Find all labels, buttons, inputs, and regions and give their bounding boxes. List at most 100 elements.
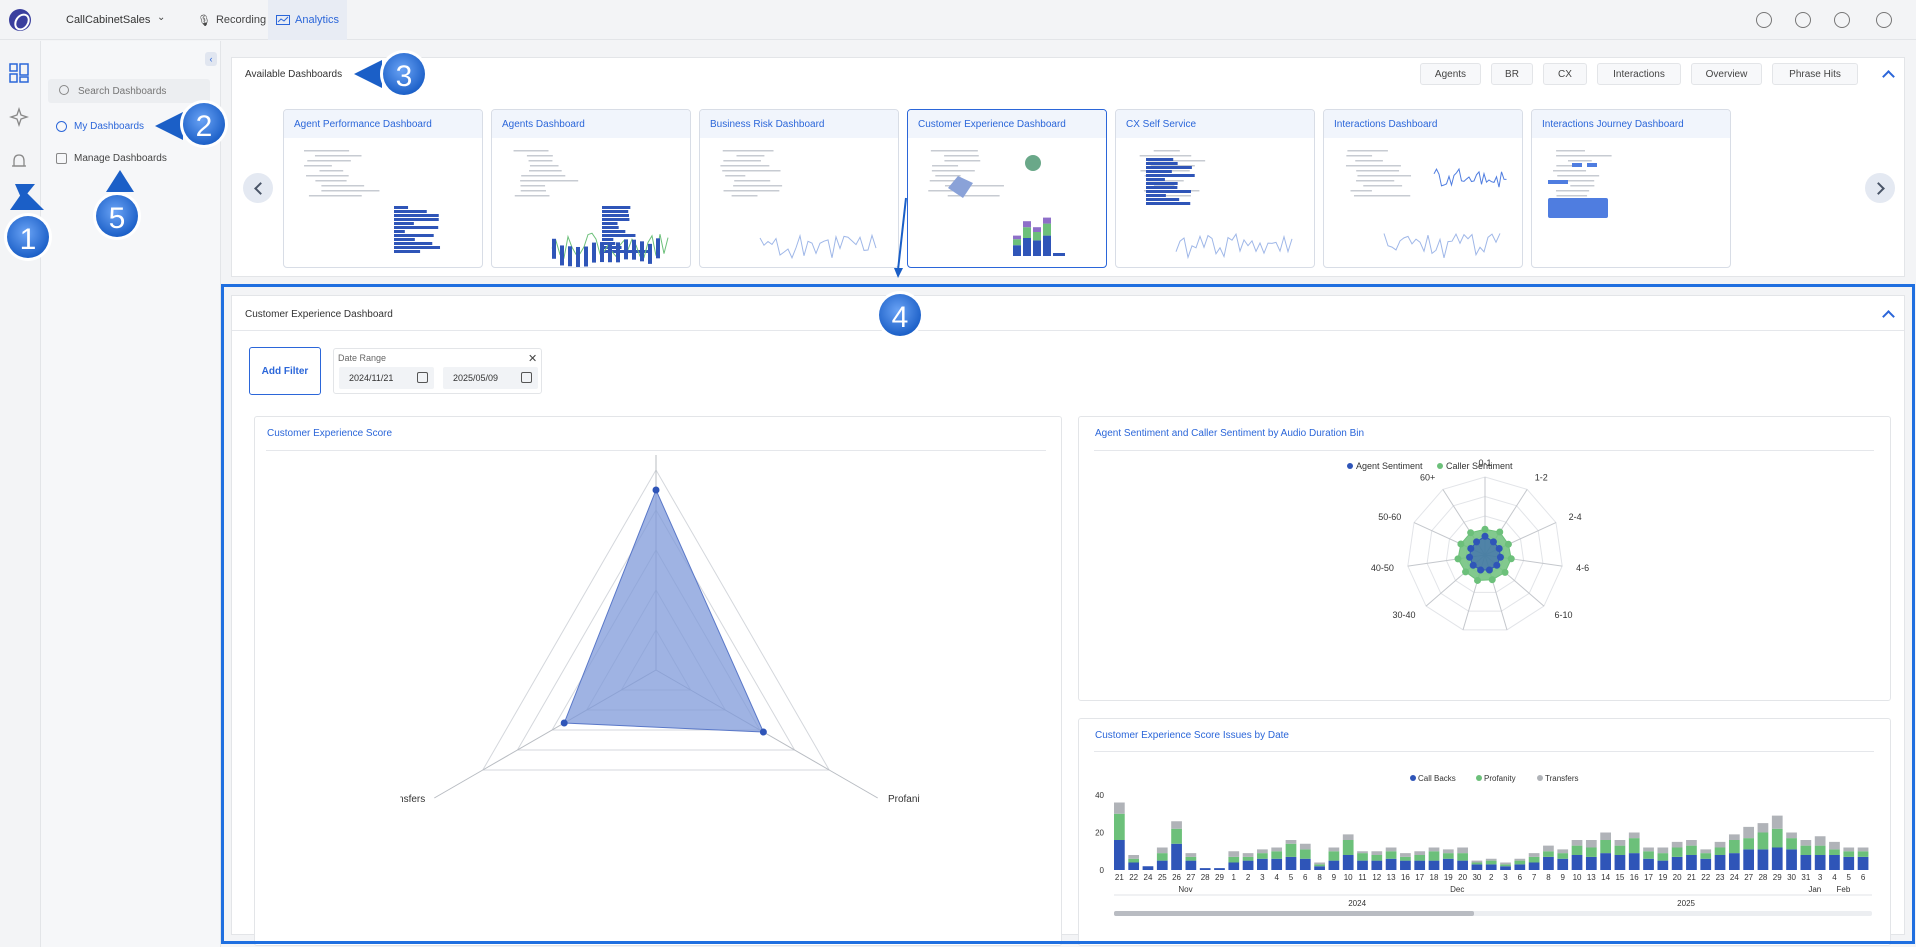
dashboard-card[interactable]: Business Risk Dashboard: [699, 109, 899, 268]
sidebar-item-my-dashboards[interactable]: My Dashboards: [56, 121, 144, 132]
bar-segment: [1285, 840, 1297, 844]
dashboard-thumbnail: [1139, 150, 1293, 260]
bar-segment: [1686, 845, 1697, 855]
calendar-icon[interactable]: [417, 372, 428, 383]
bar-segment: [1671, 856, 1683, 870]
bell-icon[interactable]: [9, 152, 29, 172]
bar-segment: [1271, 851, 1283, 859]
radar-point: [1496, 528, 1504, 536]
x-tick-label: 7: [1532, 873, 1537, 882]
x-tick-label: 24: [1144, 873, 1153, 882]
bar-segment: [1800, 845, 1812, 855]
remove-filter-icon[interactable]: ✕: [528, 353, 538, 365]
bar-segment: [1128, 858, 1140, 863]
bar-segment: [1728, 853, 1740, 870]
filter-chip-phrase-hits[interactable]: Phrase Hits: [1772, 63, 1858, 85]
add-filter-button[interactable]: Add Filter: [249, 347, 321, 395]
dashboard-thumbnail: [1548, 150, 1612, 218]
bar-segment: [1728, 834, 1740, 840]
legend-marker: [1537, 775, 1543, 781]
bar-segment: [1814, 855, 1826, 870]
bar-segment: [1585, 840, 1597, 848]
bar-segment: [1128, 855, 1140, 859]
dashboard-card-title: CX Self Service: [1116, 110, 1314, 138]
search-dashboards-box[interactable]: [48, 79, 210, 103]
search-icon: [59, 85, 69, 95]
dashboard-icon[interactable]: [9, 63, 29, 83]
bar-segment: [1743, 838, 1755, 850]
sidebar-item-manage-dashboards[interactable]: Manage Dashboards: [56, 153, 167, 164]
bar-segment: [1328, 851, 1340, 861]
bar-segment: [1385, 851, 1397, 859]
headset-icon[interactable]: [1834, 12, 1850, 28]
year-label: 2024: [1348, 899, 1366, 908]
x-tick-label: 8: [1317, 873, 1322, 882]
dashboard-card[interactable]: Interactions Dashboard: [1323, 109, 1523, 268]
date-to-field[interactable]: 2025/05/09: [443, 367, 538, 389]
dashboard-card-title: Agent Performance Dashboard: [284, 110, 482, 138]
bar-segment: [1471, 862, 1483, 865]
collapse-sidebar-button[interactable]: ‹: [205, 52, 217, 66]
dashboard-card[interactable]: Customer Experience Dashboard: [907, 109, 1107, 268]
bar-segment: [1757, 823, 1769, 833]
x-tick-label: 27: [1744, 873, 1753, 882]
divider: [232, 330, 1904, 331]
filter-chip-agents[interactable]: Agents: [1420, 63, 1481, 85]
bar-segment: [1242, 856, 1254, 861]
filter-chip-br[interactable]: BR: [1491, 63, 1533, 85]
x-tick-label: 22: [1701, 873, 1710, 882]
month-label: Dec: [1450, 885, 1464, 894]
help-icon[interactable]: [1795, 12, 1811, 28]
bar-segment: [1299, 858, 1311, 870]
bar-segment: [1457, 853, 1468, 861]
x-tick-label: 10: [1573, 873, 1582, 882]
bar-segment: [1714, 841, 1726, 848]
filter-chip-interactions[interactable]: Interactions: [1597, 63, 1681, 85]
carousel-next-button[interactable]: [1865, 173, 1895, 203]
dashboard-thumbnail: [513, 150, 669, 267]
app-logo[interactable]: [9, 9, 31, 31]
bar-segment: [1643, 851, 1654, 859]
bar-segment: [1457, 860, 1468, 870]
dashboard-card[interactable]: CX Self Service: [1115, 109, 1315, 268]
bar-segment: [1686, 840, 1697, 846]
dashboard-card-title: Agents Dashboard: [492, 110, 690, 138]
bar-segment: [1414, 851, 1426, 855]
bar-segment: [1171, 828, 1182, 844]
filter-chip-overview[interactable]: Overview: [1691, 63, 1762, 85]
callout-1: 1: [4, 184, 52, 261]
dashboard-card[interactable]: Interactions Journey Dashboard: [1531, 109, 1731, 268]
tab-recording[interactable]: 🎙︎ Recording: [189, 0, 274, 40]
dashboard-card[interactable]: Agent Performance Dashboard: [283, 109, 483, 268]
bar-segment: [1700, 853, 1712, 859]
search-dashboards-input[interactable]: [78, 82, 203, 100]
x-tick-label: 28: [1758, 873, 1767, 882]
bar-segment: [1571, 855, 1583, 870]
tenant-selector[interactable]: CallCabinetSales: [66, 14, 151, 26]
bar-segment: [1714, 855, 1726, 870]
issues-by-date-card: [1078, 718, 1891, 946]
tab-analytics[interactable]: Analytics: [268, 0, 348, 40]
dashboard-card[interactable]: Agents Dashboard: [491, 109, 691, 268]
bar-segment: [1843, 856, 1855, 870]
chevron-down-icon[interactable]: ⌄: [157, 12, 166, 23]
date-from-field[interactable]: 2024/11/21: [339, 367, 434, 389]
filter-chip-cx[interactable]: CX: [1543, 63, 1587, 85]
bar-segment: [1543, 851, 1554, 857]
radar-axis-label: 50-60: [1378, 512, 1401, 522]
user-avatar-icon[interactable]: [1876, 12, 1892, 28]
bar-segment: [1228, 862, 1240, 870]
x-tick-label: 17: [1644, 873, 1653, 882]
carousel-prev-button[interactable]: [243, 173, 273, 203]
cx-score-title: Customer Experience Score: [267, 428, 393, 439]
theme-toggle-icon[interactable]: [1756, 12, 1772, 28]
bar-segment: [1271, 847, 1283, 852]
bar-segment: [1786, 849, 1797, 870]
x-tick-label: 26: [1172, 873, 1181, 882]
calendar-icon[interactable]: [521, 372, 532, 383]
sparkle-icon[interactable]: [9, 107, 29, 127]
bar-segment: [1257, 858, 1268, 870]
bar-segment: [1857, 847, 1869, 852]
radar-point: [1466, 553, 1474, 561]
bar-segment: [1600, 832, 1611, 840]
